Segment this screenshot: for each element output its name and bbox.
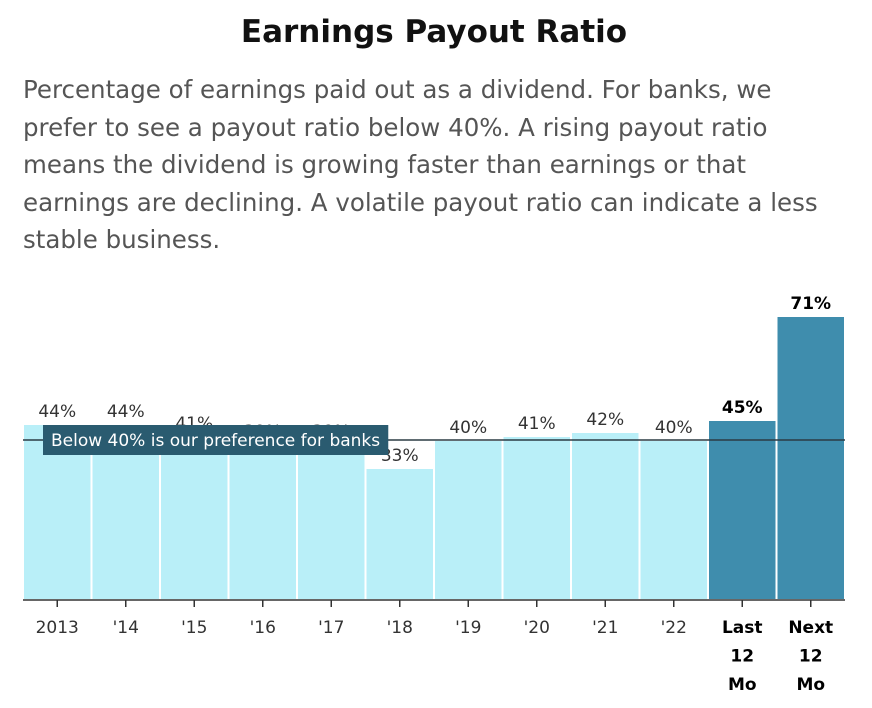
x-tick-label-3: '16 bbox=[250, 618, 276, 638]
chart-title: Earnings Payout Ratio bbox=[240, 14, 628, 50]
bar-value-label-0: 44% bbox=[38, 402, 76, 422]
chart-description: Percentage of earnings paid out as a div… bbox=[23, 75, 818, 254]
x-tick-label-7: '20 bbox=[524, 618, 550, 638]
bar-10 bbox=[707, 419, 778, 601]
bar-value-label-6: 40% bbox=[449, 418, 487, 438]
bar-6 bbox=[433, 439, 504, 601]
bar-value-label-11: 71% bbox=[790, 294, 831, 314]
x-tick-label-0: 2013 bbox=[36, 618, 79, 638]
bar-value-label-8: 42% bbox=[586, 410, 624, 430]
bar-value-label-1: 44% bbox=[107, 402, 145, 422]
x-tick-label-10: Last 12 Mo bbox=[722, 618, 763, 695]
bar-value-label-9: 40% bbox=[655, 418, 693, 438]
reference-label-background bbox=[43, 425, 389, 455]
bar-4 bbox=[296, 443, 367, 601]
bar-value-label-7: 41% bbox=[518, 414, 556, 434]
bar-value-label-5: 33% bbox=[381, 446, 419, 466]
bar-7 bbox=[501, 435, 572, 601]
x-tick-label-5: '18 bbox=[387, 618, 413, 638]
bar-3 bbox=[227, 443, 298, 601]
bar-5 bbox=[364, 467, 435, 601]
x-tick-label-2: '15 bbox=[181, 618, 207, 638]
bar-11 bbox=[775, 315, 846, 601]
bar-value-label-10: 45% bbox=[722, 398, 763, 418]
x-tick-label-4: '17 bbox=[318, 618, 344, 638]
x-tick-label-6: '19 bbox=[455, 618, 481, 638]
bar-9 bbox=[638, 439, 709, 601]
reference-label: Below 40% is our preference for banks bbox=[51, 431, 380, 451]
bar-8 bbox=[570, 431, 641, 601]
x-tick-label-1: '14 bbox=[113, 618, 139, 638]
bar-2 bbox=[159, 435, 230, 601]
x-tick-label-9: '22 bbox=[661, 618, 687, 638]
x-tick-label-11: Next 12 Mo bbox=[788, 618, 833, 695]
x-tick-label-8: '21 bbox=[592, 618, 618, 638]
